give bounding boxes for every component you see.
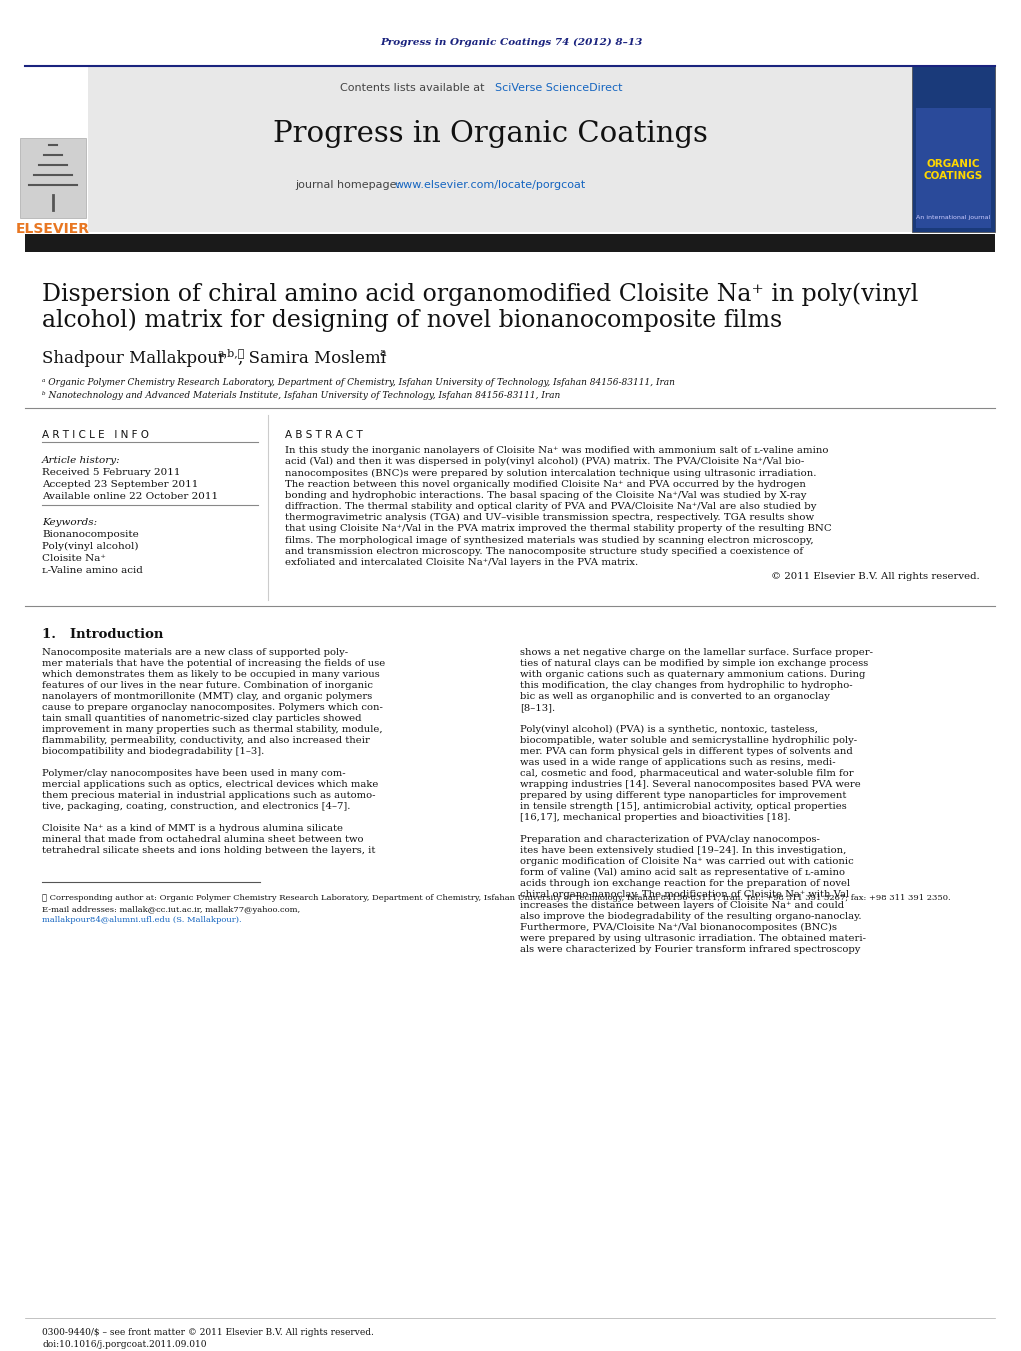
Text: doi:10.1016/j.porgcoat.2011.09.010: doi:10.1016/j.porgcoat.2011.09.010 <box>42 1340 206 1350</box>
Bar <box>20 138 86 218</box>
Text: Keywords:: Keywords: <box>42 517 97 527</box>
Text: acids through ion exchange reaction for the preparation of novel: acids through ion exchange reaction for … <box>520 880 850 888</box>
Text: also improve the biodegradability of the resulting organo-nanoclay.: also improve the biodegradability of the… <box>520 912 862 921</box>
Text: An international journal: An international journal <box>916 215 990 220</box>
Text: Dispersion of chiral amino acid organomodified Cloisite Na⁺ in poly(vinyl: Dispersion of chiral amino acid organomo… <box>42 282 918 305</box>
Text: bonding and hydrophobic interactions. The basal spacing of the Cloisite Na⁺/Val : bonding and hydrophobic interactions. Th… <box>285 490 807 500</box>
Text: nanolayers of montmorillonite (MMT) clay, and organic polymers: nanolayers of montmorillonite (MMT) clay… <box>42 692 373 701</box>
Text: tetrahedral silicate sheets and ions holding between the layers, it: tetrahedral silicate sheets and ions hol… <box>42 846 376 855</box>
Text: mer. PVA can form physical gels in different types of solvents and: mer. PVA can form physical gels in diffe… <box>520 747 853 757</box>
Text: cal, cosmetic and food, pharmaceutical and water-soluble film for: cal, cosmetic and food, pharmaceutical a… <box>520 769 854 778</box>
Text: bic as well as organophilic and is converted to an organoclay: bic as well as organophilic and is conve… <box>520 692 830 701</box>
Text: als were characterized by Fourier transform infrared spectroscopy: als were characterized by Fourier transf… <box>520 944 861 954</box>
Text: was used in a wide range of applications such as resins, medi-: was used in a wide range of applications… <box>520 758 835 767</box>
Text: ⋆ Corresponding author at: Organic Polymer Chemistry Research Laboratory, Depart: ⋆ Corresponding author at: Organic Polym… <box>42 894 951 902</box>
Text: [16,17], mechanical properties and bioactivities [18].: [16,17], mechanical properties and bioac… <box>520 813 790 821</box>
Text: a: a <box>379 349 386 358</box>
Text: ʟ-Valine amino acid: ʟ-Valine amino acid <box>42 566 143 576</box>
Text: increases the distance between layers of Cloisite Na⁺ and could: increases the distance between layers of… <box>520 901 844 911</box>
Text: E-mail addresses: mallak@cc.iut.ac.ir, mallak77@yahoo.com,: E-mail addresses: mallak@cc.iut.ac.ir, m… <box>42 907 300 915</box>
Bar <box>88 66 912 232</box>
Text: A B S T R A C T: A B S T R A C T <box>285 430 362 440</box>
Text: and transmission electron microscopy. The nanocomposite structure study specifie: and transmission electron microscopy. Th… <box>285 547 804 555</box>
Text: diffraction. The thermal stability and optical clarity of PVA and PVA/Cloisite N: diffraction. The thermal stability and o… <box>285 503 817 511</box>
Text: mercial applications such as optics, electrical devices which make: mercial applications such as optics, ele… <box>42 780 379 789</box>
Text: tive, packaging, coating, construction, and electronics [4–7].: tive, packaging, coating, construction, … <box>42 802 350 811</box>
Text: flammability, permeability, conductivity, and also increased their: flammability, permeability, conductivity… <box>42 736 370 744</box>
Text: www.elsevier.com/locate/porgcoat: www.elsevier.com/locate/porgcoat <box>395 180 586 190</box>
Text: mineral that made from octahedral alumina sheet between two: mineral that made from octahedral alumin… <box>42 835 363 844</box>
Text: ᵃ Organic Polymer Chemistry Research Laboratory, Department of Chemistry, Isfaha: ᵃ Organic Polymer Chemistry Research Lab… <box>42 378 675 386</box>
Text: which demonstrates them as likely to be occupied in many various: which demonstrates them as likely to be … <box>42 670 380 680</box>
Text: with organic cations such as quaternary ammonium cations. During: with organic cations such as quaternary … <box>520 670 866 680</box>
Bar <box>916 108 991 228</box>
Text: 1.   Introduction: 1. Introduction <box>42 628 163 640</box>
Text: Available online 22 October 2011: Available online 22 October 2011 <box>42 492 218 501</box>
Text: Furthermore, PVA/Cloisite Na⁺/Val bionanocomposites (BNC)s: Furthermore, PVA/Cloisite Na⁺/Val bionan… <box>520 923 837 932</box>
Text: in tensile strength [15], antimicrobial activity, optical properties: in tensile strength [15], antimicrobial … <box>520 802 846 811</box>
Text: them precious material in industrial applications such as automo-: them precious material in industrial app… <box>42 790 376 800</box>
Bar <box>912 66 995 232</box>
Text: chiral organo-nanoclay. The modification of Cloisite Na⁺ with Val: chiral organo-nanoclay. The modification… <box>520 890 849 898</box>
Text: The reaction between this novel organically modified Cloisite Na⁺ and PVA occurr: The reaction between this novel organica… <box>285 480 806 489</box>
Text: 0300-9440/$ – see front matter © 2011 Elsevier B.V. All rights reserved.: 0300-9440/$ – see front matter © 2011 El… <box>42 1328 374 1337</box>
Text: shows a net negative charge on the lamellar surface. Surface proper-: shows a net negative charge on the lamel… <box>520 648 873 657</box>
Text: were prepared by using ultrasonic irradiation. The obtained materi-: were prepared by using ultrasonic irradi… <box>520 934 866 943</box>
Text: Accepted 23 September 2011: Accepted 23 September 2011 <box>42 480 198 489</box>
Text: journal homepage:: journal homepage: <box>295 180 403 190</box>
Text: SciVerse ScienceDirect: SciVerse ScienceDirect <box>495 82 623 93</box>
Text: Cloisite Na⁺: Cloisite Na⁺ <box>42 554 106 563</box>
Text: mer materials that have the potential of increasing the fields of use: mer materials that have the potential of… <box>42 659 385 667</box>
Text: exfoliated and intercalated Cloisite Na⁺/Val layers in the PVA matrix.: exfoliated and intercalated Cloisite Na⁺… <box>285 558 638 567</box>
Text: Article history:: Article history: <box>42 457 120 465</box>
Text: ELSEVIER: ELSEVIER <box>16 222 90 236</box>
Text: Received 5 February 2011: Received 5 February 2011 <box>42 467 181 477</box>
Text: form of valine (Val) amino acid salt as representative of ʟ-amino: form of valine (Val) amino acid salt as … <box>520 867 845 877</box>
Text: improvement in many properties such as thermal stability, module,: improvement in many properties such as t… <box>42 725 383 734</box>
Text: biocompatibility and biodegradability [1–3].: biocompatibility and biodegradability [1… <box>42 747 264 757</box>
Text: cause to prepare organoclay nanocomposites. Polymers which con-: cause to prepare organoclay nanocomposit… <box>42 703 383 712</box>
Text: Contents lists available at: Contents lists available at <box>340 82 488 93</box>
Text: In this study the inorganic nanolayers of Cloisite Na⁺ was modified with ammoniu: In this study the inorganic nanolayers o… <box>285 446 828 455</box>
Text: Preparation and characterization of PVA/clay nanocompos-: Preparation and characterization of PVA/… <box>520 835 820 844</box>
Text: A R T I C L E   I N F O: A R T I C L E I N F O <box>42 430 149 440</box>
Text: Poly(vinyl alcohol) (PVA) is a synthetic, nontoxic, tasteless,: Poly(vinyl alcohol) (PVA) is a synthetic… <box>520 725 818 734</box>
Bar <box>25 234 995 253</box>
Text: Nanocomposite materials are a new class of supported poly-: Nanocomposite materials are a new class … <box>42 648 348 657</box>
Text: films. The morphological image of synthesized materials was studied by scanning : films. The morphological image of synthe… <box>285 535 814 544</box>
Text: mallakpour84@alumni.ufl.edu (S. Mallakpour).: mallakpour84@alumni.ufl.edu (S. Mallakpo… <box>42 916 242 924</box>
Text: Cloisite Na⁺ as a kind of MMT is a hydrous alumina silicate: Cloisite Na⁺ as a kind of MMT is a hydro… <box>42 824 343 834</box>
Text: organic modification of Cloisite Na⁺ was carried out with cationic: organic modification of Cloisite Na⁺ was… <box>520 857 854 866</box>
Text: Shadpour Mallakpour: Shadpour Mallakpour <box>42 350 226 367</box>
Text: this modification, the clay changes from hydrophilic to hydropho-: this modification, the clay changes from… <box>520 681 853 690</box>
Text: features of our lives in the near future. Combination of inorganic: features of our lives in the near future… <box>42 681 373 690</box>
Text: wrapping industries [14]. Several nanocomposites based PVA were: wrapping industries [14]. Several nanoco… <box>520 780 861 789</box>
Text: ties of natural clays can be modified by simple ion exchange process: ties of natural clays can be modified by… <box>520 659 868 667</box>
Text: Progress in Organic Coatings 74 (2012) 8–13: Progress in Organic Coatings 74 (2012) 8… <box>380 38 642 47</box>
Text: biocompatible, water soluble and semicrystalline hydrophilic poly-: biocompatible, water soluble and semicry… <box>520 736 857 744</box>
Text: ᵇ Nanotechnology and Advanced Materials Institute, Isfahan University of Technol: ᵇ Nanotechnology and Advanced Materials … <box>42 390 561 400</box>
Text: alcohol) matrix for designing of novel bionanocomposite films: alcohol) matrix for designing of novel b… <box>42 308 782 331</box>
Text: prepared by using different type nanoparticles for improvement: prepared by using different type nanopar… <box>520 790 846 800</box>
Text: , Samira Moslemi: , Samira Moslemi <box>238 350 386 367</box>
Text: Bionanocomposite: Bionanocomposite <box>42 530 139 539</box>
Text: Poly(vinyl alcohol): Poly(vinyl alcohol) <box>42 542 139 551</box>
Text: that using Cloisite Na⁺/Val in the PVA matrix improved the thermal stability pro: that using Cloisite Na⁺/Val in the PVA m… <box>285 524 832 534</box>
Text: thermogravimetric analysis (TGA) and UV–visible transmission spectra, respective: thermogravimetric analysis (TGA) and UV–… <box>285 513 814 523</box>
Text: tain small quantities of nanometric-sized clay particles showed: tain small quantities of nanometric-size… <box>42 713 361 723</box>
Text: Progress in Organic Coatings: Progress in Organic Coatings <box>273 120 708 149</box>
Text: ites have been extensively studied [19–24]. In this investigation,: ites have been extensively studied [19–2… <box>520 846 846 855</box>
Text: Polymer/clay nanocomposites have been used in many com-: Polymer/clay nanocomposites have been us… <box>42 769 346 778</box>
Text: nanocomposites (BNC)s were prepared by solution intercalation technique using ul: nanocomposites (BNC)s were prepared by s… <box>285 469 817 477</box>
Text: [8–13].: [8–13]. <box>520 703 555 712</box>
Text: © 2011 Elsevier B.V. All rights reserved.: © 2011 Elsevier B.V. All rights reserved… <box>771 573 980 581</box>
Text: acid (Val) and then it was dispersed in poly(vinyl alcohol) (PVA) matrix. The PV: acid (Val) and then it was dispersed in … <box>285 457 805 466</box>
Text: ORGANIC
COATINGS: ORGANIC COATINGS <box>923 159 982 181</box>
Text: a,b,⋆: a,b,⋆ <box>217 349 244 358</box>
